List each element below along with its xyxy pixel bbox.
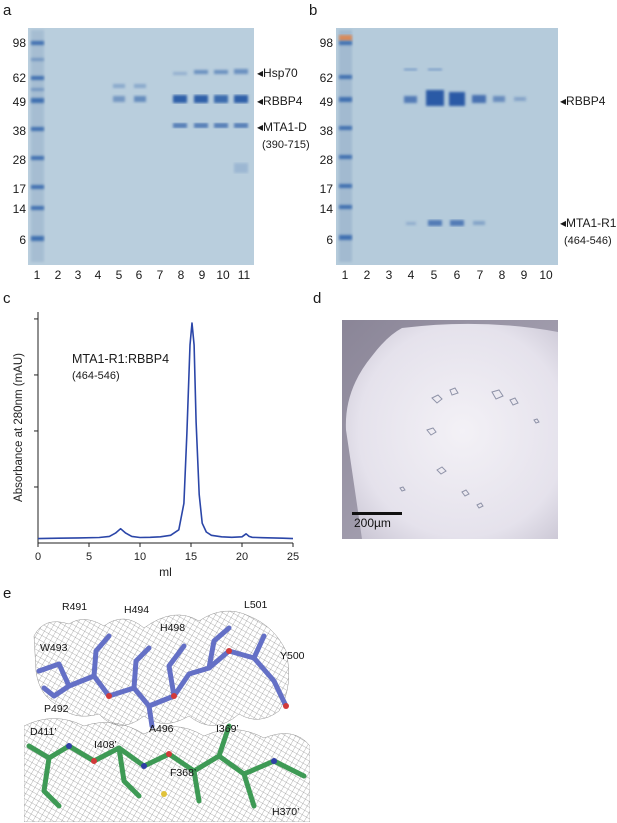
construct-range: (464-546): [564, 235, 612, 247]
crystal-photo: 200µm: [342, 320, 558, 539]
residue-label: H498: [160, 622, 186, 634]
lane-number: 7: [156, 268, 164, 282]
x-tick-label: 20: [236, 551, 248, 563]
lane-number: 3: [74, 268, 82, 282]
residue-label: I369’: [216, 723, 239, 735]
band-annotation: ◂MTA1-R1: [560, 216, 617, 230]
x-tick-label: 15: [185, 551, 197, 563]
residue-label: H494: [124, 604, 150, 616]
chromatogram-svg: 0 5 10 15 20 25 ml Absorbance at 280nm (mAU): [13, 312, 299, 579]
residue-label: R491: [62, 601, 88, 613]
series-line: [37, 322, 294, 540]
residue-label: Y500: [280, 650, 305, 662]
gel-b: [336, 28, 558, 265]
lane-number: 6: [453, 268, 461, 282]
lane-number: 4: [94, 268, 102, 282]
lane-number: 2: [54, 268, 62, 282]
lane-number: 10: [539, 268, 553, 282]
band-name: RBBP4: [263, 94, 303, 108]
residue-label: L501: [244, 599, 268, 611]
gel-b-bands: [339, 30, 526, 262]
band-annotation: ◂RBBP4: [560, 94, 606, 108]
scale-bar-label: 200µm: [354, 516, 391, 530]
mw-label: 38: [12, 124, 26, 138]
band-name: MTA1-D: [263, 120, 307, 134]
residue-label: F368’: [170, 767, 197, 779]
band-name: Hsp70: [263, 66, 298, 80]
x-axis-label: ml: [159, 565, 172, 579]
band-annotation: ◂RBBP4: [257, 94, 303, 108]
residue-label: A496: [149, 723, 174, 735]
lane-number: 8: [177, 268, 185, 282]
mw-label: 14: [12, 202, 26, 216]
band-name: RBBP4: [566, 94, 606, 108]
lane-number: 9: [520, 268, 528, 282]
x-tick-label: 25: [287, 551, 299, 563]
x-tick-label: 10: [134, 551, 146, 563]
mw-label: 38: [319, 124, 333, 138]
mw-label: 49: [319, 95, 333, 109]
lane-number: 9: [198, 268, 206, 282]
band-name: MTA1-R1: [566, 216, 617, 230]
construct-range: (390-715): [262, 139, 310, 151]
lane-number: 6: [135, 268, 143, 282]
band-annotation: ◂Hsp70: [257, 66, 298, 80]
lane-number: 10: [216, 268, 230, 282]
band-annotation: ◂MTA1-D: [257, 120, 307, 134]
lane-number: 4: [407, 268, 415, 282]
mw-label: 14: [319, 202, 333, 216]
panel-d-label: d: [313, 290, 322, 307]
residue-label: P492: [44, 703, 69, 715]
mw-label: 28: [319, 153, 333, 167]
x-tick-label: 5: [86, 551, 92, 563]
residue-label: I408’: [94, 739, 117, 751]
lane-number: 7: [476, 268, 484, 282]
mw-label: 62: [12, 71, 26, 85]
mw-label: 17: [12, 182, 26, 196]
panel-e-label: e: [3, 585, 12, 602]
lane-number: 5: [115, 268, 123, 282]
y-axis-label: Absorbance at 280nm (mAU): [13, 353, 25, 502]
panel-a-label: a: [3, 2, 12, 19]
residue-label: W493: [40, 642, 68, 654]
lane-number: 1: [33, 268, 41, 282]
mw-label: 6: [19, 233, 26, 247]
mw-label: 98: [319, 36, 333, 50]
x-tick-label: 0: [35, 551, 41, 563]
residue-label: H370’: [272, 806, 300, 818]
lane-number: 1: [341, 268, 349, 282]
panel-c-label: c: [3, 290, 11, 307]
legend-title: MTA1-R1:RBBP4: [72, 352, 170, 366]
lane-number: 2: [363, 268, 371, 282]
mw-label: 6: [326, 233, 333, 247]
lane-number: 8: [498, 268, 506, 282]
panel-b-label: b: [309, 2, 318, 19]
lane-number: 11: [237, 268, 251, 282]
mw-label: 17: [319, 182, 333, 196]
lane-number: 3: [385, 268, 393, 282]
density-map-svg: [24, 610, 310, 822]
legend-sub: (464-546): [72, 370, 120, 382]
chromatogram: 0 5 10 15 20 25 ml Absorbance at 280nm (mAU): [0, 300, 300, 585]
gel-a-bands: [31, 30, 248, 262]
density-map: R491 H494 L501 H498 W493 Y500 P492 A496 …: [24, 596, 310, 822]
crystal-photo-svg: [342, 320, 558, 539]
residue-label: D411’: [30, 726, 57, 738]
mw-label: 28: [12, 153, 26, 167]
lane-number: 5: [430, 268, 438, 282]
mw-label: 62: [319, 71, 333, 85]
mw-label: 49: [12, 95, 26, 109]
gel-a: [28, 28, 254, 265]
mw-label: 98: [12, 36, 26, 50]
